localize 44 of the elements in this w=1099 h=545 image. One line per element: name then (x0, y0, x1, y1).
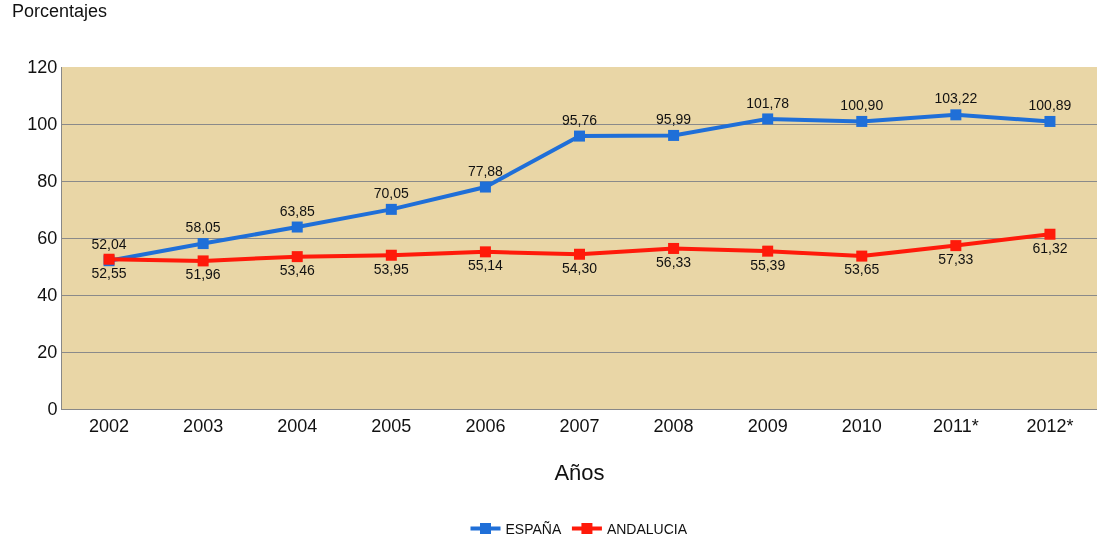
x-tick-label: 2002 (89, 415, 130, 436)
x-tick-label: 2005 (371, 415, 412, 436)
data-label: 53,65 (844, 261, 880, 278)
data-label: 77,88 (467, 162, 504, 179)
x-tick-label: 2006 (465, 415, 506, 436)
y-tick-label: 120 (27, 57, 58, 78)
x-tick-label: 2010 (841, 415, 882, 436)
x-tick-label: 2009 (747, 415, 788, 436)
data-label: 70,05 (373, 184, 410, 201)
legend-label: ESPAÑA (505, 520, 562, 537)
y-tick-label: 100 (27, 114, 58, 135)
data-label: 58,05 (185, 219, 221, 236)
y-axis-title: Porcentajes (12, 1, 108, 21)
data-label: 95,99 (656, 111, 692, 128)
x-tick-label: 2007 (559, 415, 600, 436)
data-label: 55,14 (467, 257, 504, 274)
data-label: 63,85 (279, 202, 315, 219)
data-label: 95,76 (561, 111, 598, 128)
x-tick-label: 2008 (653, 415, 694, 436)
data-label: 103,22 (934, 90, 978, 107)
data-label: 55,39 (750, 256, 786, 273)
y-tick-label: 80 (37, 171, 58, 192)
data-label: 52,55 (91, 264, 127, 281)
x-tick-label: 2012* (1026, 415, 1074, 436)
data-label: 53,46 (279, 262, 315, 279)
data-label: 54,30 (561, 259, 598, 276)
x-axis-title: Años (554, 460, 605, 486)
data-label: 101,78 (746, 94, 790, 111)
data-label: 100,90 (840, 97, 884, 114)
x-tick-label: 2011* (933, 415, 979, 436)
x-tick-label: 2003 (183, 415, 224, 436)
data-label: 52,04 (91, 236, 127, 253)
data-label: 51,96 (185, 266, 221, 283)
y-tick-label: 20 (37, 342, 58, 363)
data-label: 56,33 (656, 253, 692, 270)
legend-label: ANDALUCIA (606, 520, 688, 537)
y-tick-label: 60 (37, 228, 58, 249)
y-tick-label: 40 (37, 285, 58, 306)
data-label: 57,33 (938, 250, 974, 267)
y-tick-label: 0 (47, 399, 58, 420)
x-tick-label: 2004 (277, 415, 318, 436)
data-label: 61,32 (1032, 239, 1068, 256)
data-label: 53,95 (373, 260, 410, 277)
data-label: 100,89 (1028, 97, 1072, 114)
